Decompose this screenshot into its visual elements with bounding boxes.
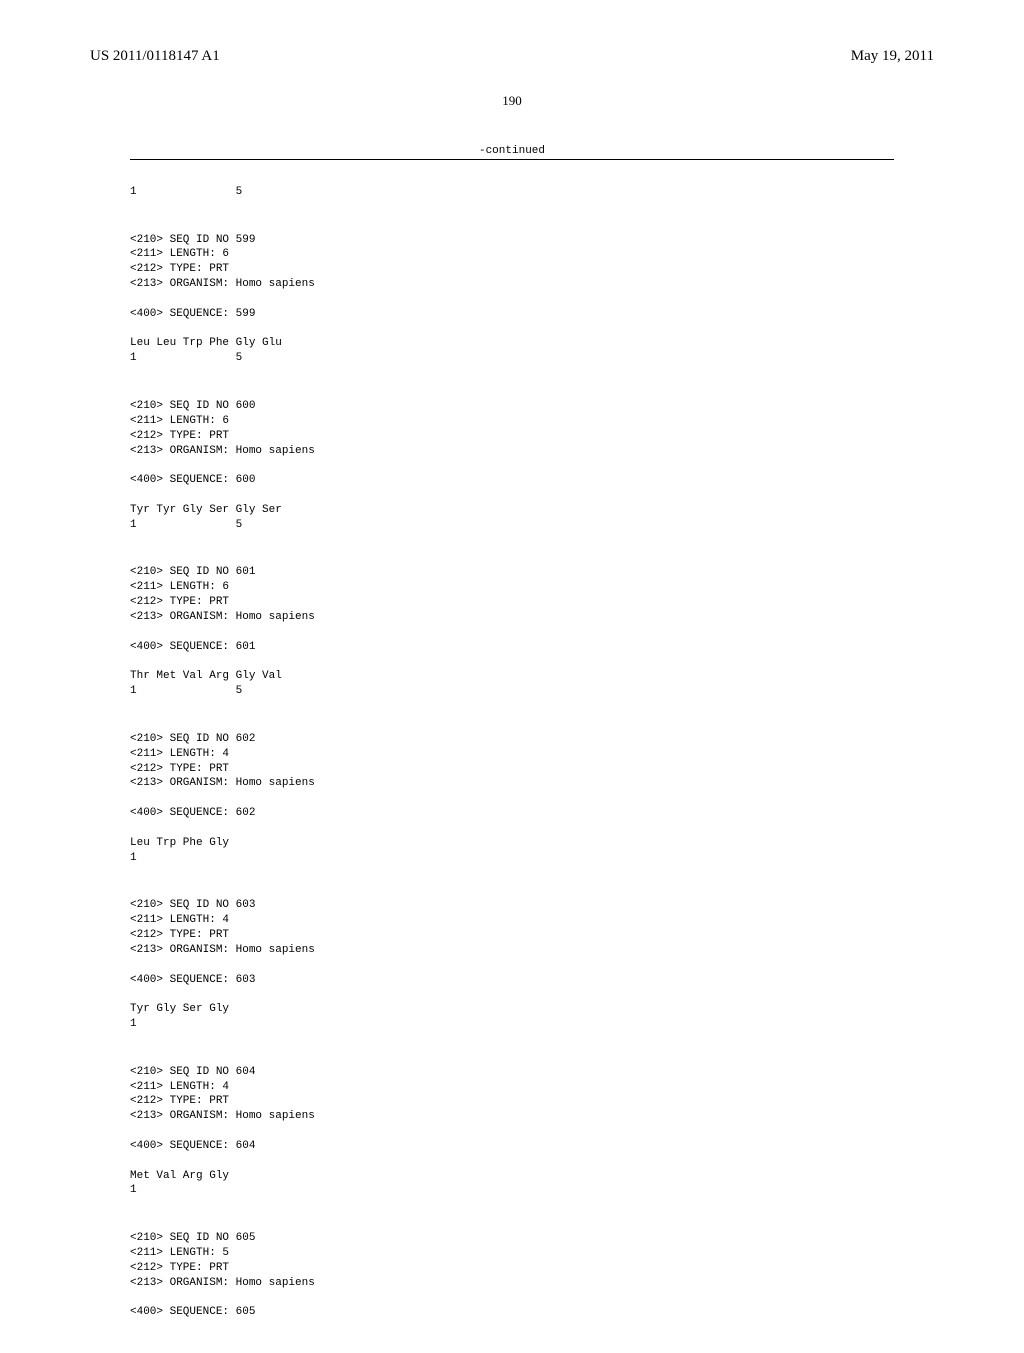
- publication-date: May 19, 2011: [851, 48, 934, 65]
- organism-line: <213> ORGANISM: Homo sapiens: [130, 277, 894, 292]
- seq-id-line: <210> SEQ ID NO 601: [130, 565, 894, 580]
- organism-line: <213> ORGANISM: Homo sapiens: [130, 1276, 894, 1291]
- position-numbers: 1 5: [130, 351, 894, 366]
- sequence-label: <400> SEQUENCE: 601: [130, 640, 894, 655]
- position-numbers: 1: [130, 1017, 894, 1032]
- type-line: <212> TYPE: PRT: [130, 262, 894, 277]
- length-line: <211> LENGTH: 6: [130, 414, 894, 429]
- seq-id-line: <210> SEQ ID NO 603: [130, 898, 894, 913]
- sequence-block: <210> SEQ ID NO 604<211> LENGTH: 4<212> …: [130, 1065, 894, 1199]
- sequence-label: <400> SEQUENCE: 604: [130, 1139, 894, 1154]
- sequence-label: <400> SEQUENCE: 605: [130, 1305, 894, 1320]
- type-line: <212> TYPE: PRT: [130, 762, 894, 777]
- organism-line: <213> ORGANISM: Homo sapiens: [130, 943, 894, 958]
- organism-line: <213> ORGANISM: Homo sapiens: [130, 444, 894, 459]
- organism-line: <213> ORGANISM: Homo sapiens: [130, 610, 894, 625]
- position-numbers: 1 5: [130, 684, 894, 699]
- sequence-block: <210> SEQ ID NO 599<211> LENGTH: 6<212> …: [130, 233, 894, 367]
- publication-number: US 2011/0118147 A1: [90, 48, 220, 65]
- organism-line: <213> ORGANISM: Homo sapiens: [130, 1109, 894, 1124]
- page-number: 190: [0, 93, 1024, 109]
- seq-id-line: <210> SEQ ID NO 605: [130, 1231, 894, 1246]
- sequence-block: <210> SEQ ID NO 601<211> LENGTH: 6<212> …: [130, 565, 894, 699]
- horizontal-rule: [130, 159, 894, 160]
- position-numbers: 1 5: [130, 185, 894, 200]
- amino-acid-sequence: Leu Trp Phe Gly: [130, 836, 894, 851]
- sequence-block: <210> SEQ ID NO 603<211> LENGTH: 4<212> …: [130, 898, 894, 1032]
- amino-acid-sequence: Met Val Arg Gly: [130, 1169, 894, 1184]
- length-line: <211> LENGTH: 6: [130, 580, 894, 595]
- continued-section: -continued: [130, 145, 894, 160]
- type-line: <212> TYPE: PRT: [130, 429, 894, 444]
- sequence-block: <210> SEQ ID NO 600<211> LENGTH: 6<212> …: [130, 399, 894, 533]
- seq-id-line: <210> SEQ ID NO 602: [130, 732, 894, 747]
- length-line: <211> LENGTH: 4: [130, 913, 894, 928]
- organism-line: <213> ORGANISM: Homo sapiens: [130, 776, 894, 791]
- seq-id-line: <210> SEQ ID NO 604: [130, 1065, 894, 1080]
- seq-id-line: <210> SEQ ID NO 599: [130, 233, 894, 248]
- type-line: <212> TYPE: PRT: [130, 1094, 894, 1109]
- amino-acid-sequence: Leu Leu Trp Phe Gly Glu: [130, 336, 894, 351]
- sequence-block: <210> SEQ ID NO 602<211> LENGTH: 4<212> …: [130, 732, 894, 866]
- sequence-block: 1 5: [130, 185, 894, 200]
- sequence-label: <400> SEQUENCE: 599: [130, 307, 894, 322]
- amino-acid-sequence: Tyr Tyr Gly Ser Gly Ser: [130, 503, 894, 518]
- length-line: <211> LENGTH: 4: [130, 1080, 894, 1095]
- seq-id-line: <210> SEQ ID NO 600: [130, 399, 894, 414]
- position-numbers: 1 5: [130, 518, 894, 533]
- amino-acid-sequence: Tyr Gly Ser Gly: [130, 1002, 894, 1017]
- length-line: <211> LENGTH: 6: [130, 247, 894, 262]
- sequence-label: <400> SEQUENCE: 603: [130, 973, 894, 988]
- position-numbers: 1: [130, 851, 894, 866]
- sequence-listing: 1 5 <210> SEQ ID NO 599<211> LENGTH: 6<2…: [130, 170, 894, 1353]
- type-line: <212> TYPE: PRT: [130, 928, 894, 943]
- continued-label: -continued: [130, 145, 894, 159]
- sequence-label: <400> SEQUENCE: 600: [130, 473, 894, 488]
- page-header: US 2011/0118147 A1 May 19, 2011: [0, 0, 1024, 65]
- sequence-block: <210> SEQ ID NO 605<211> LENGTH: 5<212> …: [130, 1231, 894, 1320]
- position-numbers: 1: [130, 1183, 894, 1198]
- type-line: <212> TYPE: PRT: [130, 595, 894, 610]
- amino-acid-sequence: Thr Met Val Arg Gly Val: [130, 669, 894, 684]
- sequence-label: <400> SEQUENCE: 602: [130, 806, 894, 821]
- length-line: <211> LENGTH: 5: [130, 1246, 894, 1261]
- length-line: <211> LENGTH: 4: [130, 747, 894, 762]
- type-line: <212> TYPE: PRT: [130, 1261, 894, 1276]
